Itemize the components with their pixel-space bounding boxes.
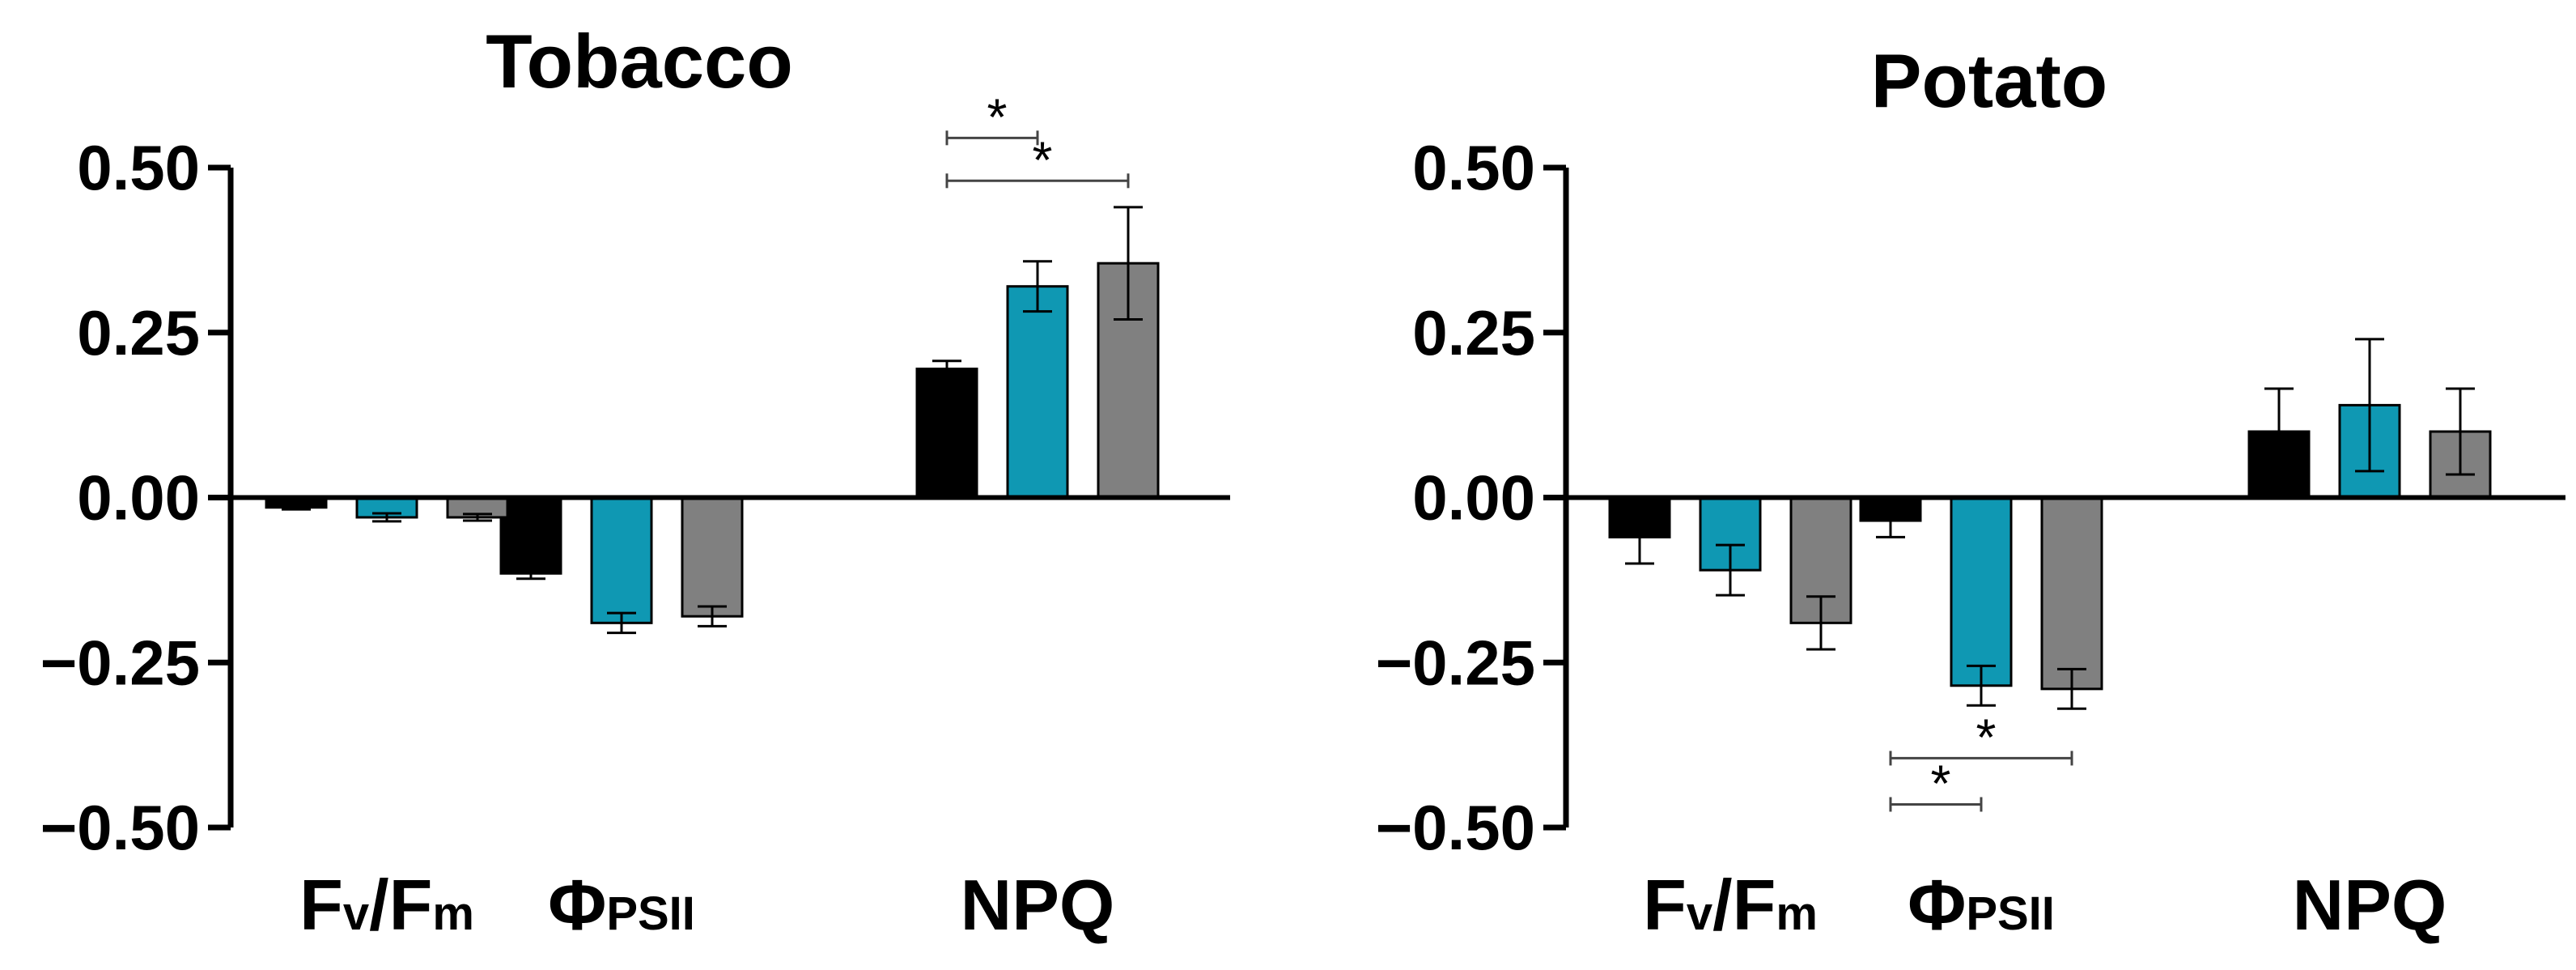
potato-panel: Potato 0.50 0.25 0.00 −0.25 −0.50 * * Fv/Fm ΦPSII…	[1376, 38, 2565, 945]
y-tick-label: −0.25	[1376, 627, 1535, 698]
significance-star: *	[987, 87, 1008, 146]
chart-title: Potato	[1871, 38, 2107, 123]
y-tick-label: 0.50	[1412, 132, 1535, 203]
y-tick-label: 0.25	[1412, 297, 1535, 368]
bar-series-1	[915, 368, 978, 500]
bar-series-1	[499, 496, 562, 575]
category-label-sub1: v	[1687, 887, 1712, 940]
bar-series-2	[590, 496, 653, 624]
category-label-sub1: v	[343, 887, 369, 940]
category-label-main: Φ	[548, 865, 606, 945]
category-label: Fv/Fm	[1643, 865, 1818, 945]
y-tick-label: 0.50	[77, 132, 200, 203]
category-label-main: NPQ	[961, 865, 1115, 945]
category-label-sub2: m	[432, 887, 474, 940]
bar-series-3	[681, 496, 744, 618]
y-tick-label: 0.25	[77, 297, 200, 368]
category-label-mid: /F	[369, 865, 432, 945]
category-label-sub1: PSII	[606, 887, 695, 940]
category-label-main: F	[1643, 865, 1687, 945]
y-tick-label: −0.25	[40, 627, 200, 698]
category-label: Fv/Fm	[299, 865, 474, 945]
bar-series-2	[1950, 496, 2013, 687]
category-label-main: Φ	[1908, 865, 1966, 945]
y-tick-label: 0.00	[1412, 462, 1535, 534]
y-tick-label: 0.00	[77, 462, 200, 534]
significance-star: *	[1976, 708, 1997, 766]
y-tick-label: −0.50	[40, 792, 200, 863]
y-tick-label: −0.50	[1376, 792, 1535, 863]
category-label-main: NPQ	[2293, 865, 2447, 945]
category-label-main: F	[299, 865, 343, 945]
category-label: NPQ	[2293, 865, 2447, 945]
chart-title: Tobacco	[486, 19, 793, 104]
significance-star: *	[1033, 130, 1053, 189]
category-label-mid: /F	[1712, 865, 1776, 945]
bar-series-2	[1006, 285, 1069, 499]
category-label: NPQ	[961, 865, 1115, 945]
category-label-sub1: PSII	[1966, 887, 2055, 940]
category-label: ΦPSII	[1908, 865, 2055, 945]
tobacco-panel: Tobacco 0.50 0.25 0.00 −0.25 −0.50 * * Fv/Fm ΦPSI…	[40, 19, 1230, 945]
category-label-sub2: m	[1776, 887, 1818, 940]
category-label: ΦPSII	[548, 865, 695, 945]
bar-series-3	[2040, 496, 2103, 691]
significance-star: *	[1931, 754, 1951, 812]
